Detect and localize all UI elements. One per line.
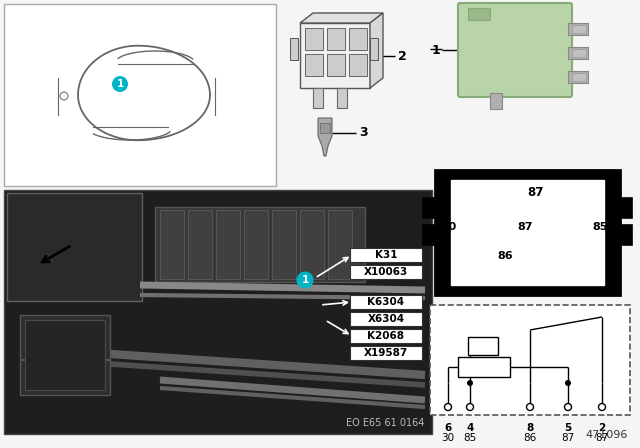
Circle shape [445,404,451,410]
Bar [370,38,378,60]
Bar [423,198,437,218]
Bar [490,93,502,109]
Bar [350,312,422,326]
Circle shape [527,404,534,410]
Text: K31: K31 [375,250,397,260]
Bar [572,49,586,57]
Text: EO E65 61 0164: EO E65 61 0164 [346,418,424,428]
Bar [350,329,422,343]
Bar [349,28,367,50]
Text: X19587: X19587 [364,348,408,358]
Polygon shape [370,13,383,88]
Bar [25,320,105,390]
Circle shape [467,380,473,386]
Bar [468,8,490,20]
Text: 5: 5 [564,423,572,433]
Circle shape [296,271,314,289]
Bar [216,210,240,279]
Bar [300,210,324,279]
Circle shape [467,404,474,410]
Bar [160,210,184,279]
Bar [305,54,323,76]
Circle shape [565,380,571,386]
Polygon shape [300,13,383,23]
Bar [305,28,323,50]
Bar [244,210,268,279]
Bar [350,295,422,309]
Bar [300,23,370,88]
Bar [618,198,632,218]
Bar [568,47,588,59]
Text: 1: 1 [116,79,124,89]
Text: 85: 85 [592,222,608,232]
Text: 6: 6 [444,423,452,433]
Text: 85: 85 [463,433,477,443]
Text: 87: 87 [517,222,532,232]
Bar [350,248,422,262]
Text: 86: 86 [524,433,536,443]
Bar [458,357,510,377]
Bar [320,123,330,133]
Bar [572,73,586,81]
Text: 87: 87 [561,433,575,443]
Bar [350,346,422,360]
Text: 87: 87 [527,186,543,199]
Bar [423,225,437,245]
Bar [272,210,296,279]
Bar [20,315,110,395]
Bar [155,207,365,282]
Circle shape [598,404,605,410]
Bar [468,337,498,355]
Text: 1: 1 [431,43,440,56]
Text: 86: 86 [497,251,513,261]
Bar [290,38,298,60]
Bar [435,170,620,295]
Text: 3: 3 [359,126,367,139]
Text: 2: 2 [598,423,605,433]
Text: X6304: X6304 [367,314,404,324]
Bar [337,88,347,108]
Text: K6304: K6304 [367,297,404,307]
Text: 30: 30 [442,433,454,443]
Circle shape [112,76,128,92]
Bar [4,4,276,186]
Bar [350,265,422,279]
Circle shape [564,404,572,410]
Polygon shape [318,118,332,156]
Bar [4,190,432,434]
Bar [328,210,352,279]
Bar [451,180,604,285]
Text: 471096: 471096 [586,430,628,440]
Text: 2: 2 [398,49,407,63]
Text: 87: 87 [595,433,609,443]
Bar [188,210,212,279]
Bar [568,71,588,83]
Text: 4: 4 [467,423,474,433]
Bar [349,54,367,76]
Text: 8: 8 [526,423,534,433]
Text: X10063: X10063 [364,267,408,277]
Bar [327,54,345,76]
Bar [568,23,588,35]
Bar [313,88,323,108]
Bar [430,305,630,415]
Text: K2068: K2068 [367,331,404,341]
Text: 30: 30 [442,222,456,232]
Bar [7,193,142,301]
Bar [327,28,345,50]
Bar [618,225,632,245]
Bar [572,25,586,33]
Text: 1: 1 [301,275,308,285]
FancyBboxPatch shape [458,3,572,97]
